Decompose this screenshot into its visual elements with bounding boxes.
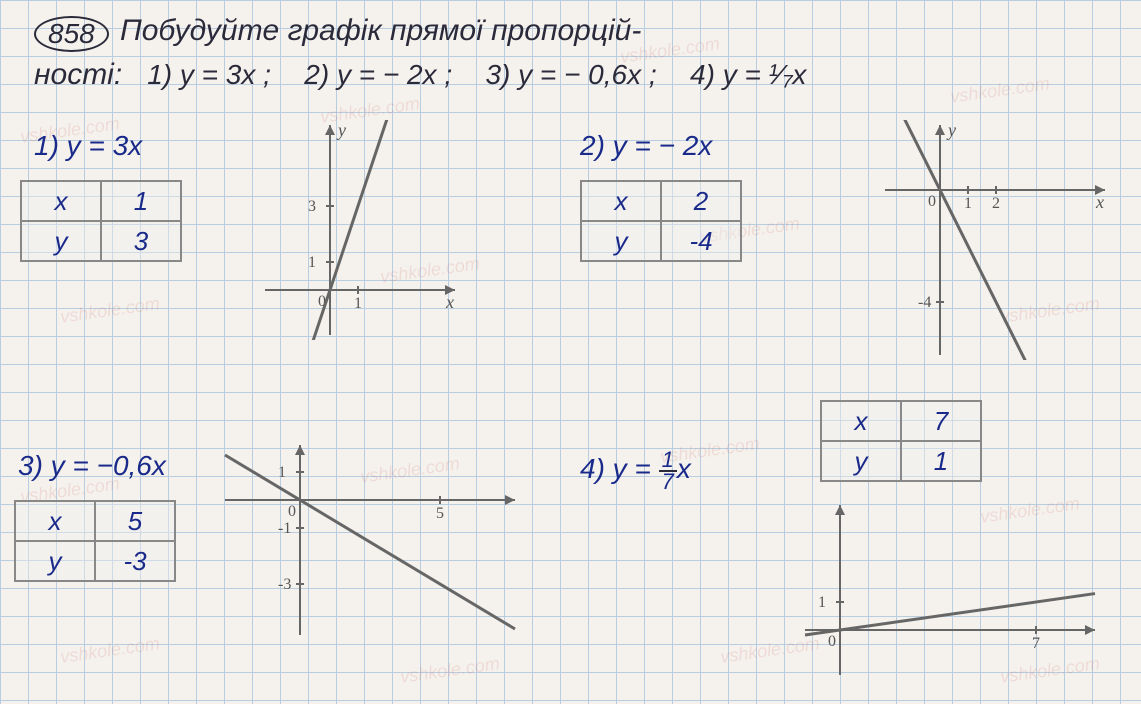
frac-den: 7: [659, 472, 677, 492]
line2-prefix: ності:: [34, 58, 122, 91]
panel3-y-val: -3: [95, 541, 175, 581]
panel2-equation: 2) y = − 2x: [580, 130, 712, 162]
panel3-equation: 3) y = −0,6x: [18, 450, 166, 482]
panel4-y-val: 1: [901, 441, 981, 481]
panel3-y-header: y: [15, 541, 95, 581]
equation-3: 3) y = − 0,6x ;: [485, 59, 656, 90]
problem-title-line2: ності: 1) y = 3x ; 2) y = − 2x ; 3) y = …: [34, 58, 806, 92]
svg-text:2: 2: [992, 195, 1000, 212]
svg-text:7: 7: [1032, 635, 1040, 652]
fraction-icon: 17: [659, 450, 677, 492]
panel1-equation: 1) y = 3x: [34, 130, 142, 162]
svg-text:-4: -4: [918, 294, 931, 311]
panel2-x-val: 2: [661, 181, 741, 221]
svg-text:1: 1: [308, 254, 316, 271]
panel4-x-val: 7: [901, 401, 981, 441]
svg-text:3: 3: [308, 198, 316, 215]
svg-text:x: x: [445, 292, 454, 312]
panel1-x-header: x: [21, 181, 101, 221]
panel4-x-header: x: [821, 401, 901, 441]
equation-2: 2) y = − 2x ;: [304, 59, 452, 90]
panel4-equation: 4) y = 17x: [580, 450, 691, 492]
panel2-y-val: -4: [661, 221, 741, 261]
panel2-x-header: x: [581, 181, 661, 221]
svg-text:1: 1: [818, 594, 826, 611]
panel4-chart: 0 7 1: [800, 500, 1100, 680]
svg-text:1: 1: [354, 295, 362, 312]
panel2-chart: x y 0 1 2 -4: [880, 120, 1110, 360]
panel4-suffix: x: [677, 453, 691, 484]
panel4-y-header: y: [821, 441, 901, 481]
panel3-x-header: x: [15, 501, 95, 541]
svg-text:1: 1: [278, 464, 286, 481]
panel3-chart: 0 5 1 -1 -3: [220, 440, 520, 640]
svg-text:y: y: [946, 120, 956, 140]
panel1-y-val: 3: [101, 221, 181, 261]
problem-title-line1: Побудуйте графік прямої пропорцій-: [120, 14, 1121, 48]
svg-text:0: 0: [928, 193, 936, 210]
problem-number: 858: [34, 16, 109, 52]
panel4-table: x7 y1: [820, 400, 982, 482]
panel1-chart: xy0113: [260, 120, 460, 340]
panel1-y-header: y: [21, 221, 101, 261]
svg-text:y: y: [336, 120, 346, 140]
panel1-table: x1 y3: [20, 180, 182, 262]
panel2-table: x2 y-4: [580, 180, 742, 262]
svg-text:1: 1: [964, 195, 972, 212]
panel1-x-val: 1: [101, 181, 181, 221]
panel4-prefix: 4) y =: [580, 453, 659, 484]
svg-text:5: 5: [436, 505, 444, 522]
equation-1: 1) y = 3x ;: [147, 59, 271, 90]
svg-text:-1: -1: [278, 520, 291, 537]
svg-text:-3: -3: [278, 576, 291, 593]
panel2-y-header: y: [581, 221, 661, 261]
panel3-table: x5 y-3: [14, 500, 176, 582]
svg-text:0: 0: [828, 633, 836, 650]
equation-4: 4) y = ¹⁄₇x: [690, 59, 806, 90]
svg-text:x: x: [1095, 192, 1104, 212]
svg-text:0: 0: [288, 503, 296, 520]
panel3-x-val: 5: [95, 501, 175, 541]
